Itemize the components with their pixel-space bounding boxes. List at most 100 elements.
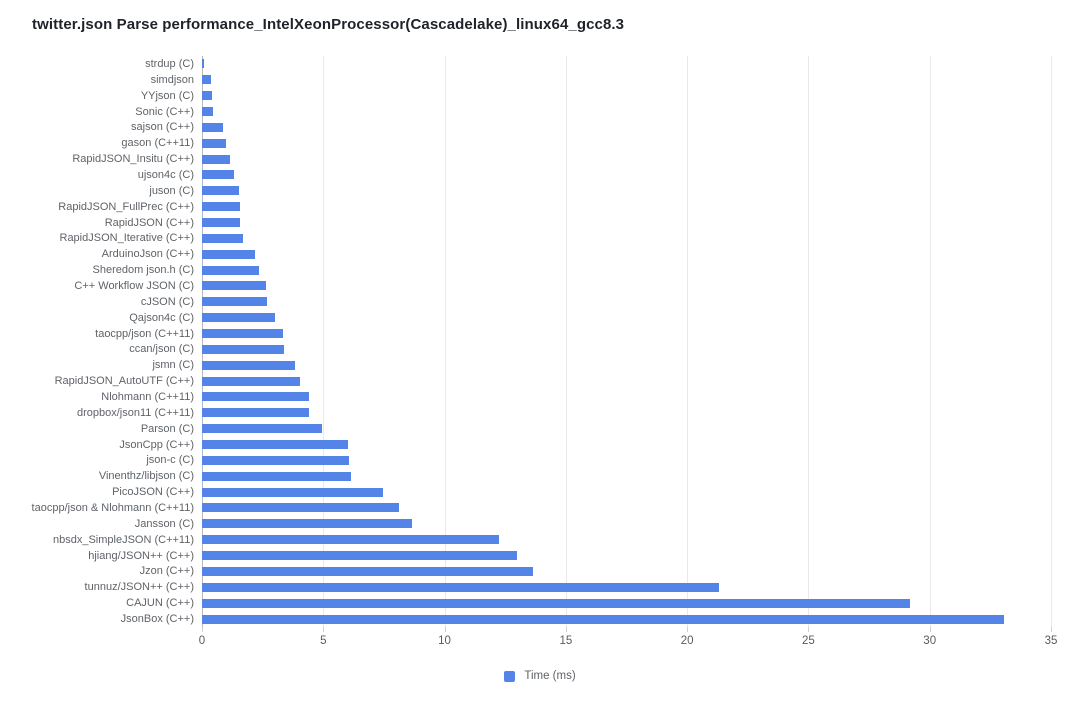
bar-row: json-c (C)	[0, 453, 1051, 468]
bar-row: JsonBox (C++)	[0, 612, 1051, 627]
gridline	[808, 56, 810, 627]
bar-track	[202, 122, 1051, 132]
bar-track	[202, 59, 1051, 69]
bar	[202, 519, 413, 529]
bar-track	[202, 519, 1051, 529]
x-tick-label: 0	[198, 635, 206, 647]
bar-row: C++ Workflow JSON (C)	[0, 278, 1051, 293]
category-label: gason (C++11)	[121, 137, 194, 150]
category-label: nbsdx_SimpleJSON (C++11)	[52, 533, 194, 546]
bar	[202, 59, 204, 69]
bar-row: RapidJSON_Insitu (C++)	[0, 152, 1051, 167]
bar	[202, 408, 310, 418]
category-label: strdup (C)	[145, 57, 194, 70]
bar-track	[202, 91, 1051, 101]
bar-row: Sonic (C++)	[0, 104, 1051, 119]
bar	[202, 424, 323, 434]
bar	[202, 503, 399, 513]
x-tick-label: 5	[320, 635, 327, 647]
bar	[202, 75, 212, 85]
legend-label: Time (ms)	[524, 670, 576, 682]
category-label: ujson4c (C)	[137, 168, 194, 181]
bar	[202, 218, 240, 228]
bar-row: Jzon (C++)	[0, 564, 1051, 579]
bar	[202, 329, 284, 339]
bar-track	[202, 218, 1051, 228]
bar-track	[202, 186, 1051, 196]
bar-track	[202, 75, 1051, 85]
category-label: Qajson4c (C)	[129, 311, 194, 324]
bar-track	[202, 551, 1051, 561]
bar	[202, 551, 518, 561]
category-label: dropbox/json11 (C++11)	[77, 406, 194, 419]
bar	[202, 91, 213, 101]
bar-row: ujson4c (C)	[0, 167, 1051, 182]
x-tick-mark	[687, 627, 689, 632]
bar	[202, 392, 309, 402]
bar	[202, 455, 350, 465]
category-label: JsonCpp (C++)	[119, 438, 194, 451]
bar	[202, 313, 276, 323]
category-label: json-c (C)	[146, 454, 194, 467]
x-tick-label: 30	[923, 635, 937, 647]
bar-track	[202, 566, 1051, 576]
bar-row: Vinenthz/libjson (C)	[0, 469, 1051, 484]
x-tick-label: 10	[438, 635, 451, 647]
bar-row: Jansson (C)	[0, 516, 1051, 531]
bar-row: nbsdx_SimpleJSON (C++11)	[0, 532, 1051, 547]
x-tick-mark	[444, 627, 446, 632]
bar-track	[202, 408, 1051, 418]
legend[interactable]: Time (ms)	[0, 666, 1080, 686]
bar	[202, 107, 214, 116]
x-axis: 0 5 10 15 20 25 30 35	[198, 627, 1057, 653]
category-label: RapidJSON_Insitu (C++)	[72, 153, 194, 166]
bar-track	[202, 170, 1051, 180]
bar-track	[202, 154, 1051, 164]
bar-track	[202, 107, 1051, 116]
bar-row: Qajson4c (C)	[0, 310, 1051, 325]
bar	[202, 233, 244, 243]
category-label: tunnuz/JSON++ (C++)	[84, 581, 194, 594]
chart-title: twitter.json Parse performance_IntelXeon…	[32, 16, 625, 33]
category-label: hjiang/JSON++ (C++)	[88, 549, 194, 562]
category-label: Vinenthz/libjson (C)	[98, 470, 194, 483]
bar	[202, 138, 227, 148]
bar-track	[202, 249, 1051, 259]
category-label: Jansson (C)	[134, 517, 194, 530]
bar-row: RapidJSON_AutoUTF (C++)	[0, 374, 1051, 389]
category-label: Nlohmann (C++11)	[101, 390, 194, 403]
x-tick-label: 15	[559, 635, 573, 647]
bar	[202, 186, 239, 196]
bar	[202, 344, 284, 354]
bar-track	[202, 424, 1051, 434]
x-tick-mark	[565, 627, 567, 632]
y-axis-line	[202, 56, 203, 627]
bar-track	[202, 138, 1051, 148]
category-label: C++ Workflow JSON (C)	[74, 279, 194, 292]
bar-track	[202, 281, 1051, 291]
category-label: jsmn (C)	[152, 359, 194, 372]
bar-track	[202, 582, 1051, 592]
bar-row: RapidJSON_Iterative (C++)	[0, 231, 1051, 246]
category-label: PicoJSON (C++)	[112, 486, 194, 499]
bar-track	[202, 265, 1051, 275]
bar	[202, 487, 383, 497]
x-tick-mark	[808, 627, 810, 632]
bar-row: Nlohmann (C++11)	[0, 389, 1051, 404]
bar-row: jsmn (C)	[0, 358, 1051, 373]
bar-row: simdjson	[0, 72, 1051, 87]
category-label: RapidJSON (C++)	[104, 216, 194, 229]
bar-row: RapidJSON_FullPrec (C++)	[0, 199, 1051, 214]
bar	[202, 281, 266, 291]
bar	[202, 614, 1004, 624]
plot-area	[202, 56, 1052, 627]
category-label: YYjson (C)	[140, 89, 194, 102]
category-label: JsonBox (C++)	[120, 613, 194, 625]
bar	[202, 566, 533, 576]
bar-row: CAJUN (C++)	[0, 596, 1051, 611]
bar-track	[202, 598, 1051, 608]
bar	[202, 122, 224, 132]
category-label: sajson (C++)	[131, 121, 194, 134]
category-label: juson (C)	[149, 184, 194, 197]
bar-track	[202, 376, 1051, 386]
